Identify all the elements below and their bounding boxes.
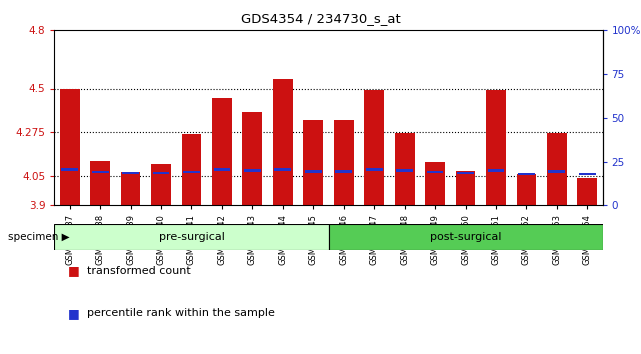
Bar bbox=[303, 120, 323, 205]
Bar bbox=[579, 173, 595, 176]
Bar bbox=[183, 171, 200, 173]
Bar bbox=[364, 91, 384, 205]
Bar bbox=[578, 178, 597, 205]
Bar bbox=[328, 224, 603, 250]
Bar bbox=[60, 88, 79, 205]
Bar bbox=[335, 170, 352, 172]
Bar bbox=[486, 91, 506, 205]
Bar bbox=[517, 174, 537, 205]
Text: ■: ■ bbox=[68, 307, 79, 320]
Bar bbox=[456, 171, 476, 205]
Bar bbox=[54, 224, 328, 250]
Text: percentile rank within the sample: percentile rank within the sample bbox=[87, 308, 274, 318]
Bar bbox=[334, 120, 354, 205]
Bar bbox=[427, 171, 444, 173]
Bar bbox=[518, 173, 535, 176]
Bar bbox=[395, 133, 415, 205]
Bar bbox=[274, 169, 291, 171]
Bar bbox=[122, 172, 139, 174]
Bar bbox=[242, 112, 262, 205]
Bar bbox=[92, 171, 108, 173]
Bar bbox=[366, 169, 383, 171]
Text: GDS4354 / 234730_s_at: GDS4354 / 234730_s_at bbox=[240, 12, 401, 25]
Bar bbox=[549, 170, 565, 172]
Text: specimen ▶: specimen ▶ bbox=[8, 232, 69, 242]
Bar bbox=[121, 172, 140, 205]
Bar bbox=[90, 161, 110, 205]
Bar bbox=[457, 172, 474, 174]
Bar bbox=[213, 169, 230, 171]
Bar bbox=[305, 170, 322, 172]
Bar bbox=[212, 98, 232, 205]
Text: post-surgical: post-surgical bbox=[429, 232, 501, 242]
Bar bbox=[425, 162, 445, 205]
Bar bbox=[547, 133, 567, 205]
Bar bbox=[488, 170, 504, 172]
Bar bbox=[181, 134, 201, 205]
Bar bbox=[151, 164, 171, 205]
Bar bbox=[62, 169, 78, 171]
Bar bbox=[273, 79, 293, 205]
Bar bbox=[244, 170, 261, 172]
Text: pre-surgical: pre-surgical bbox=[158, 232, 224, 242]
Bar bbox=[396, 170, 413, 172]
Bar bbox=[153, 172, 169, 174]
Text: ■: ■ bbox=[68, 264, 79, 277]
Text: transformed count: transformed count bbox=[87, 266, 190, 276]
